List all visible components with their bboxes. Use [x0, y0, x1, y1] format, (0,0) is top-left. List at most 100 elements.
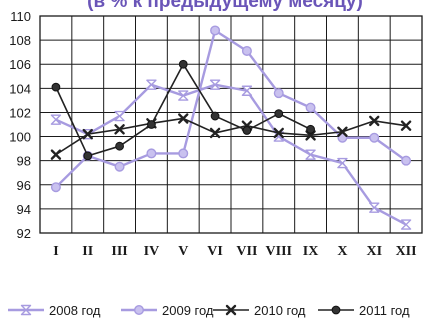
data-point: [146, 148, 157, 159]
marker-hourglass: [50, 114, 62, 125]
data-point: [50, 114, 62, 125]
data-point: [400, 219, 412, 230]
data-point: [209, 127, 221, 139]
data-point: [273, 88, 284, 99]
data-point: [115, 141, 124, 151]
marker-hourglass: [337, 157, 348, 169]
legend-item: 2009 год: [121, 303, 214, 318]
series-group: [50, 25, 412, 230]
data-point: [337, 157, 348, 169]
series-line: [55, 83, 407, 226]
marker-hourglass: [114, 110, 125, 122]
data-point: [146, 79, 157, 90]
chart-title: (в % к предыдущему месяцу): [87, 0, 363, 12]
y-tick-label: 110: [10, 9, 31, 24]
data-point: [50, 149, 62, 160]
marker-circle-filled: [51, 82, 61, 92]
marker-circle-open: [146, 148, 157, 159]
y-tick-label: 102: [9, 105, 31, 120]
marker-circle-filled: [242, 126, 252, 135]
y-tick-label: 96: [17, 178, 31, 193]
marker-circle-filled: [147, 120, 156, 129]
marker-circle-open: [305, 102, 316, 113]
y-tick-label: 108: [9, 33, 31, 48]
legend: 2008 год 2009 год 2010 год 2011 год: [8, 303, 410, 318]
x-axis-ticks: I II III IV V VI VII VIII IX X XI XII: [53, 244, 416, 259]
data-point: [241, 45, 252, 56]
data-point: [210, 111, 220, 121]
legend-label: 2009 год: [162, 303, 214, 318]
series-2009-год: [50, 25, 412, 193]
y-tick-label: 94: [17, 202, 31, 217]
data-point: [83, 151, 93, 161]
marker-circle-open: [241, 45, 252, 56]
marker-cross: [178, 113, 189, 124]
marker-circle-filled: [83, 151, 93, 161]
x-tick-label: II: [82, 244, 93, 259]
data-point: [337, 126, 348, 137]
marker-cross: [114, 124, 125, 135]
legend-label: 2008 год: [49, 303, 101, 318]
marker-hourglass: [209, 79, 221, 90]
x-tick-label: I: [53, 244, 58, 259]
x-tick-label: IX: [303, 244, 319, 259]
x-tick-label: VII: [236, 244, 257, 259]
marker-hourglass: [146, 79, 157, 90]
data-point: [51, 82, 61, 92]
data-point: [369, 202, 380, 213]
data-point: [305, 149, 316, 160]
data-point: [306, 124, 315, 134]
marker-cross: [225, 304, 237, 316]
legend-label: 2011 год: [359, 303, 410, 318]
data-point: [178, 59, 188, 69]
marker-circle-open: [210, 25, 221, 36]
marker-cross: [50, 149, 62, 160]
marker-cross: [82, 128, 93, 140]
data-point: [147, 120, 156, 129]
marker-hourglass: [20, 304, 32, 316]
marker-circle-open: [369, 132, 380, 143]
marker-hourglass: [178, 90, 189, 101]
data-point: [400, 120, 412, 131]
data-point: [20, 304, 32, 316]
legend-item: 2008 год: [8, 303, 101, 318]
x-tick-label: IV: [144, 244, 160, 259]
marker-circle-open: [178, 148, 189, 159]
marker-circle-open: [114, 161, 125, 172]
marker-cross: [337, 126, 348, 137]
marker-circle-filled: [306, 124, 315, 134]
legend-label: 2010 год: [254, 303, 306, 318]
data-point: [178, 148, 189, 159]
data-point: [133, 305, 144, 316]
series-line: [55, 117, 407, 156]
marker-cross: [273, 127, 284, 139]
grid: [39, 15, 423, 234]
marker-cross: [209, 127, 221, 139]
y-tick-label: 92: [17, 226, 31, 241]
series-2011-год: [51, 59, 315, 161]
x-tick-label: VIII: [266, 244, 292, 259]
data-point: [401, 155, 412, 166]
marker-circle-filled: [178, 59, 188, 69]
legend-item: 2010 год: [213, 303, 306, 318]
x-tick-label: VI: [207, 244, 223, 259]
marker-hourglass: [241, 85, 253, 96]
y-tick-label: 98: [17, 154, 31, 169]
data-point: [114, 110, 125, 122]
marker-circle-open: [337, 132, 348, 143]
x-tick-label: XI: [366, 244, 382, 259]
data-point: [114, 161, 125, 172]
marker-circle-filled: [274, 109, 284, 119]
marker-hourglass: [400, 219, 412, 230]
marker-cross: [400, 120, 412, 131]
y-tick-label: 100: [9, 130, 31, 145]
data-point: [337, 132, 348, 143]
y-axis-ticks: 92 94 96 98 100 102 104 106 108 110: [9, 9, 31, 241]
data-point: [50, 182, 61, 193]
marker-cross: [369, 115, 380, 127]
marker-circle-filled: [210, 111, 220, 121]
x-tick-label: XII: [396, 244, 417, 259]
data-point: [369, 115, 380, 127]
marker-hourglass: [369, 202, 380, 213]
